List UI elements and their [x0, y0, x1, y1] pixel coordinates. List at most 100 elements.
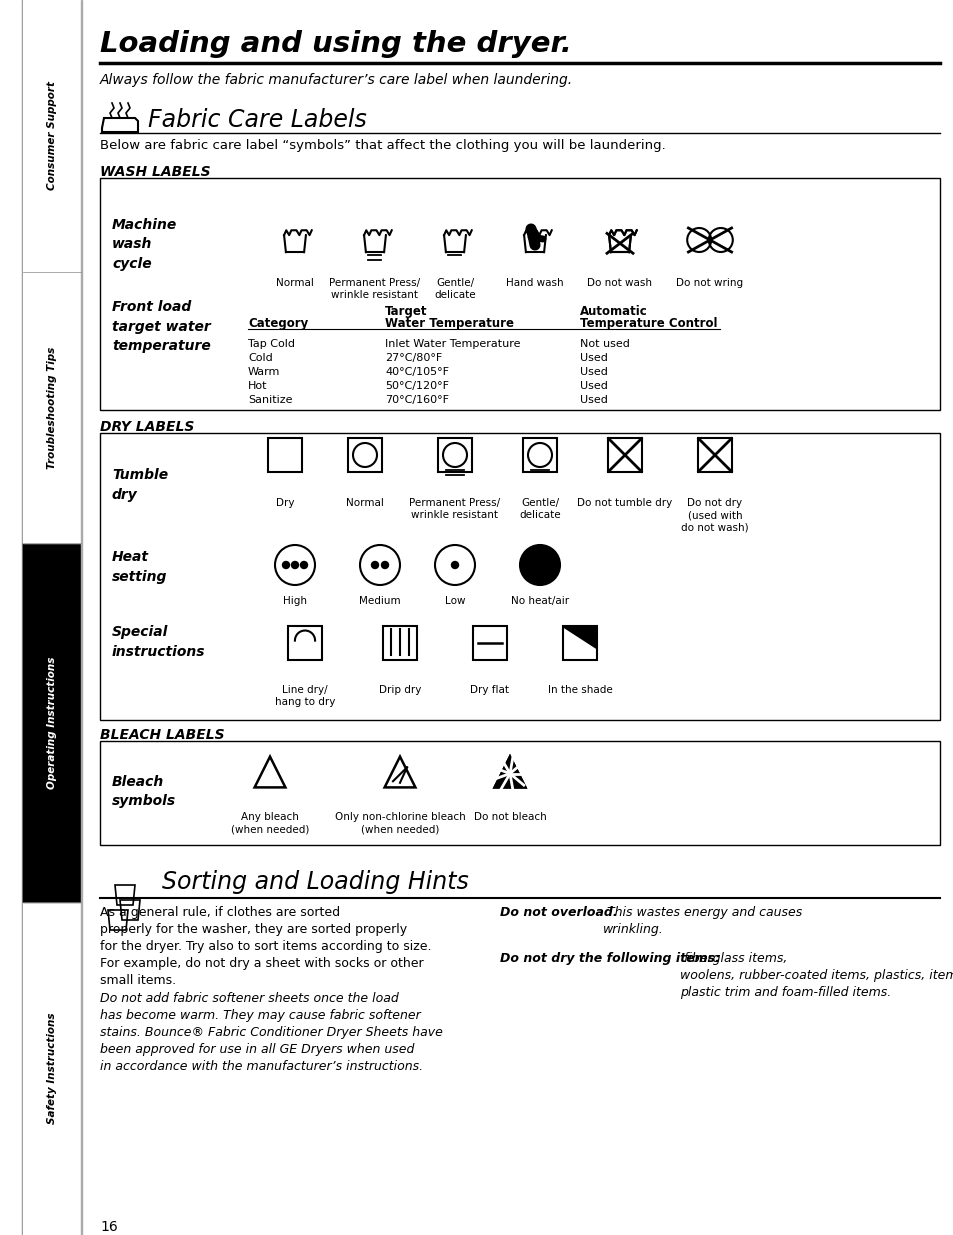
Circle shape	[519, 545, 559, 585]
Bar	[288, 626, 322, 661]
Circle shape	[292, 562, 298, 568]
Text: DRY LABELS: DRY LABELS	[100, 420, 194, 433]
Bar	[268, 437, 302, 472]
Text: Only non-chlorine bleach
(when needed): Only non-chlorine bleach (when needed)	[335, 811, 465, 835]
Circle shape	[371, 562, 378, 568]
Bar	[437, 437, 472, 472]
Text: Consumer Support: Consumer Support	[47, 82, 57, 190]
Text: Medium: Medium	[359, 597, 400, 606]
Text: Heat
setting: Heat setting	[112, 550, 167, 583]
Circle shape	[353, 443, 376, 467]
Text: Do not dry
(used with
do not wash): Do not dry (used with do not wash)	[680, 498, 748, 532]
Circle shape	[442, 443, 467, 467]
Text: 16: 16	[100, 1220, 117, 1234]
Text: fiberglass items,
woolens, rubber-coated items, plastics, items with
plastic tri: fiberglass items, woolens, rubber-coated…	[679, 952, 953, 999]
Text: Used: Used	[579, 353, 607, 363]
Text: Low: Low	[444, 597, 465, 606]
Bar	[100, 433, 939, 720]
Bar	[23, 543, 81, 902]
Bar	[22, 0, 23, 1235]
Text: Machine
wash
cycle: Machine wash cycle	[112, 219, 177, 270]
Bar	[23, 0, 81, 272]
Text: Normal: Normal	[275, 278, 314, 288]
Text: Do not tumble dry: Do not tumble dry	[577, 498, 672, 508]
Text: Gentle/
delicate: Gentle/ delicate	[518, 498, 560, 520]
Text: 50°C/120°F: 50°C/120°F	[385, 382, 449, 391]
Text: BLEACH LABELS: BLEACH LABELS	[100, 727, 224, 742]
Text: Line dry/
hang to dry: Line dry/ hang to dry	[274, 685, 335, 708]
Circle shape	[300, 562, 307, 568]
Bar	[607, 437, 641, 472]
Polygon shape	[494, 757, 525, 788]
Text: Do not add fabric softener sheets once the load
has become warm. They may cause : Do not add fabric softener sheets once t…	[100, 992, 442, 1073]
Text: Sanitize: Sanitize	[248, 395, 293, 405]
Text: Warm: Warm	[248, 367, 280, 377]
Bar	[522, 437, 557, 472]
Text: Safety Instructions: Safety Instructions	[47, 1013, 57, 1124]
Text: 40°C/105°F: 40°C/105°F	[385, 367, 449, 377]
Bar	[697, 437, 732, 472]
Text: Any bleach
(when needed): Any bleach (when needed)	[231, 811, 309, 835]
Text: Dry: Dry	[275, 498, 294, 508]
Text: Permanent Press/
wrinkle resistant: Permanent Press/ wrinkle resistant	[409, 498, 500, 520]
Polygon shape	[384, 757, 415, 788]
Text: Always follow the fabric manufacturer’s care label when laundering.: Always follow the fabric manufacturer’s …	[100, 73, 573, 86]
Text: Hand wash: Hand wash	[506, 278, 563, 288]
Text: Target: Target	[385, 305, 427, 317]
Bar	[0, 0, 22, 1235]
Text: Tap Cold: Tap Cold	[248, 338, 294, 350]
Polygon shape	[254, 757, 285, 788]
Text: Automatic: Automatic	[579, 305, 647, 317]
Text: Fabric Care Labels: Fabric Care Labels	[148, 107, 366, 132]
Text: No heat/air: No heat/air	[511, 597, 569, 606]
Text: Category: Category	[248, 317, 308, 330]
Text: Do not wring: Do not wring	[676, 278, 742, 288]
Text: Do not wash: Do not wash	[587, 278, 652, 288]
Text: Below are fabric care label “symbols” that affect the clothing you will be laund: Below are fabric care label “symbols” th…	[100, 140, 665, 152]
Polygon shape	[494, 757, 525, 788]
Circle shape	[527, 443, 552, 467]
Text: Water Temperature: Water Temperature	[385, 317, 514, 330]
Text: Do not bleach: Do not bleach	[473, 811, 546, 823]
Text: Bleach
symbols: Bleach symbols	[112, 776, 176, 809]
Text: In the shade: In the shade	[547, 685, 612, 695]
Text: Inlet Water Temperature: Inlet Water Temperature	[385, 338, 520, 350]
Text: Sorting and Loading Hints: Sorting and Loading Hints	[162, 869, 468, 894]
Text: High: High	[283, 597, 307, 606]
Bar	[23, 272, 81, 543]
Circle shape	[282, 562, 289, 568]
Polygon shape	[563, 626, 596, 648]
Circle shape	[451, 562, 458, 568]
Text: Used: Used	[579, 382, 607, 391]
Text: Normal: Normal	[346, 498, 383, 508]
Bar	[81, 0, 82, 1235]
Bar	[382, 626, 416, 661]
Bar	[473, 626, 507, 661]
Text: Used: Used	[579, 395, 607, 405]
Circle shape	[359, 545, 399, 585]
Text: Drip dry: Drip dry	[378, 685, 420, 695]
Bar	[347, 437, 382, 472]
Text: Cold: Cold	[248, 353, 273, 363]
Bar	[23, 902, 81, 1235]
Text: Temperature Control: Temperature Control	[579, 317, 717, 330]
Text: Special
instructions: Special instructions	[112, 625, 205, 658]
Text: Hot: Hot	[248, 382, 267, 391]
Text: Loading and using the dryer.: Loading and using the dryer.	[100, 30, 571, 58]
Text: Do not overload.: Do not overload.	[499, 906, 617, 919]
Text: Tumble
dry: Tumble dry	[112, 468, 168, 501]
Text: Troubleshooting Tips: Troubleshooting Tips	[47, 347, 57, 468]
Text: 70°C/160°F: 70°C/160°F	[385, 395, 449, 405]
Text: Front load
target water
temperature: Front load target water temperature	[112, 300, 211, 353]
Text: Not used: Not used	[579, 338, 629, 350]
Circle shape	[381, 562, 388, 568]
Text: Operating Instructions: Operating Instructions	[47, 656, 57, 789]
Bar	[100, 741, 939, 845]
Text: Permanent Press/
wrinkle resistant: Permanent Press/ wrinkle resistant	[329, 278, 420, 300]
Text: Used: Used	[579, 367, 607, 377]
Bar	[562, 626, 597, 661]
Text: As a general rule, if clothes are sorted
properly for the washer, they are sorte: As a general rule, if clothes are sorted…	[100, 906, 431, 987]
Bar	[100, 178, 939, 410]
Circle shape	[435, 545, 475, 585]
Text: Do not dry the following items:: Do not dry the following items:	[499, 952, 720, 965]
